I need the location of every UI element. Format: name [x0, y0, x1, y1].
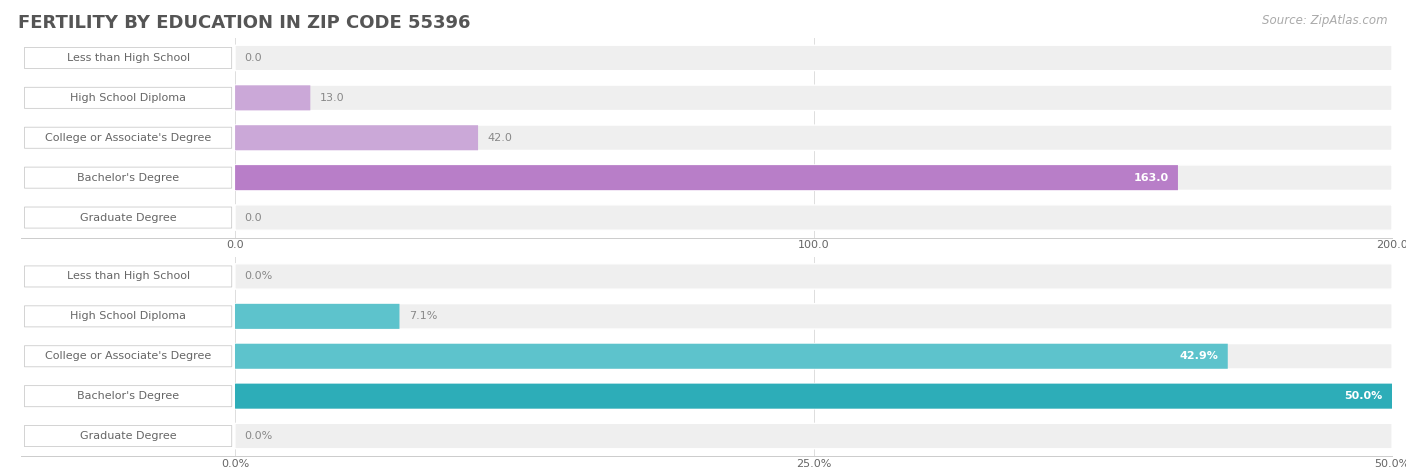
- Text: Bachelor's Degree: Bachelor's Degree: [77, 172, 179, 183]
- FancyBboxPatch shape: [24, 426, 232, 446]
- Text: College or Associate's Degree: College or Associate's Degree: [45, 351, 211, 361]
- FancyBboxPatch shape: [24, 48, 232, 68]
- FancyBboxPatch shape: [235, 304, 1392, 329]
- FancyBboxPatch shape: [235, 86, 311, 110]
- Text: Graduate Degree: Graduate Degree: [80, 431, 176, 441]
- FancyBboxPatch shape: [235, 165, 1392, 190]
- Text: High School Diploma: High School Diploma: [70, 93, 186, 103]
- Text: 50.0%: 50.0%: [1344, 391, 1382, 401]
- FancyBboxPatch shape: [235, 304, 399, 329]
- Text: 42.0: 42.0: [488, 133, 512, 143]
- FancyBboxPatch shape: [235, 383, 1392, 409]
- FancyBboxPatch shape: [235, 125, 1392, 151]
- Text: College or Associate's Degree: College or Associate's Degree: [45, 133, 211, 143]
- Text: 42.9%: 42.9%: [1180, 351, 1219, 361]
- FancyBboxPatch shape: [235, 264, 1392, 289]
- Text: Graduate Degree: Graduate Degree: [80, 212, 176, 223]
- Text: Less than High School: Less than High School: [66, 53, 190, 63]
- FancyBboxPatch shape: [235, 423, 1392, 449]
- FancyBboxPatch shape: [235, 85, 1392, 111]
- FancyBboxPatch shape: [24, 266, 232, 287]
- Text: 0.0: 0.0: [245, 53, 262, 63]
- FancyBboxPatch shape: [24, 167, 232, 188]
- FancyBboxPatch shape: [235, 343, 1392, 369]
- FancyBboxPatch shape: [24, 306, 232, 327]
- Text: 163.0: 163.0: [1133, 172, 1168, 183]
- Text: FERTILITY BY EDUCATION IN ZIP CODE 55396: FERTILITY BY EDUCATION IN ZIP CODE 55396: [18, 14, 471, 32]
- Text: Bachelor's Degree: Bachelor's Degree: [77, 391, 179, 401]
- FancyBboxPatch shape: [24, 87, 232, 108]
- FancyBboxPatch shape: [235, 205, 1392, 230]
- Text: Source: ZipAtlas.com: Source: ZipAtlas.com: [1263, 14, 1388, 27]
- FancyBboxPatch shape: [24, 127, 232, 148]
- FancyBboxPatch shape: [235, 384, 1392, 408]
- FancyBboxPatch shape: [24, 386, 232, 407]
- FancyBboxPatch shape: [235, 45, 1392, 71]
- Text: Less than High School: Less than High School: [66, 271, 190, 282]
- Text: 7.1%: 7.1%: [409, 311, 437, 322]
- Text: 0.0%: 0.0%: [245, 431, 273, 441]
- FancyBboxPatch shape: [24, 207, 232, 228]
- FancyBboxPatch shape: [235, 125, 478, 150]
- Text: High School Diploma: High School Diploma: [70, 311, 186, 322]
- Text: 0.0%: 0.0%: [245, 271, 273, 282]
- FancyBboxPatch shape: [235, 344, 1227, 369]
- FancyBboxPatch shape: [24, 346, 232, 367]
- Text: 13.0: 13.0: [319, 93, 344, 103]
- FancyBboxPatch shape: [235, 165, 1178, 190]
- Text: 0.0: 0.0: [245, 212, 262, 223]
